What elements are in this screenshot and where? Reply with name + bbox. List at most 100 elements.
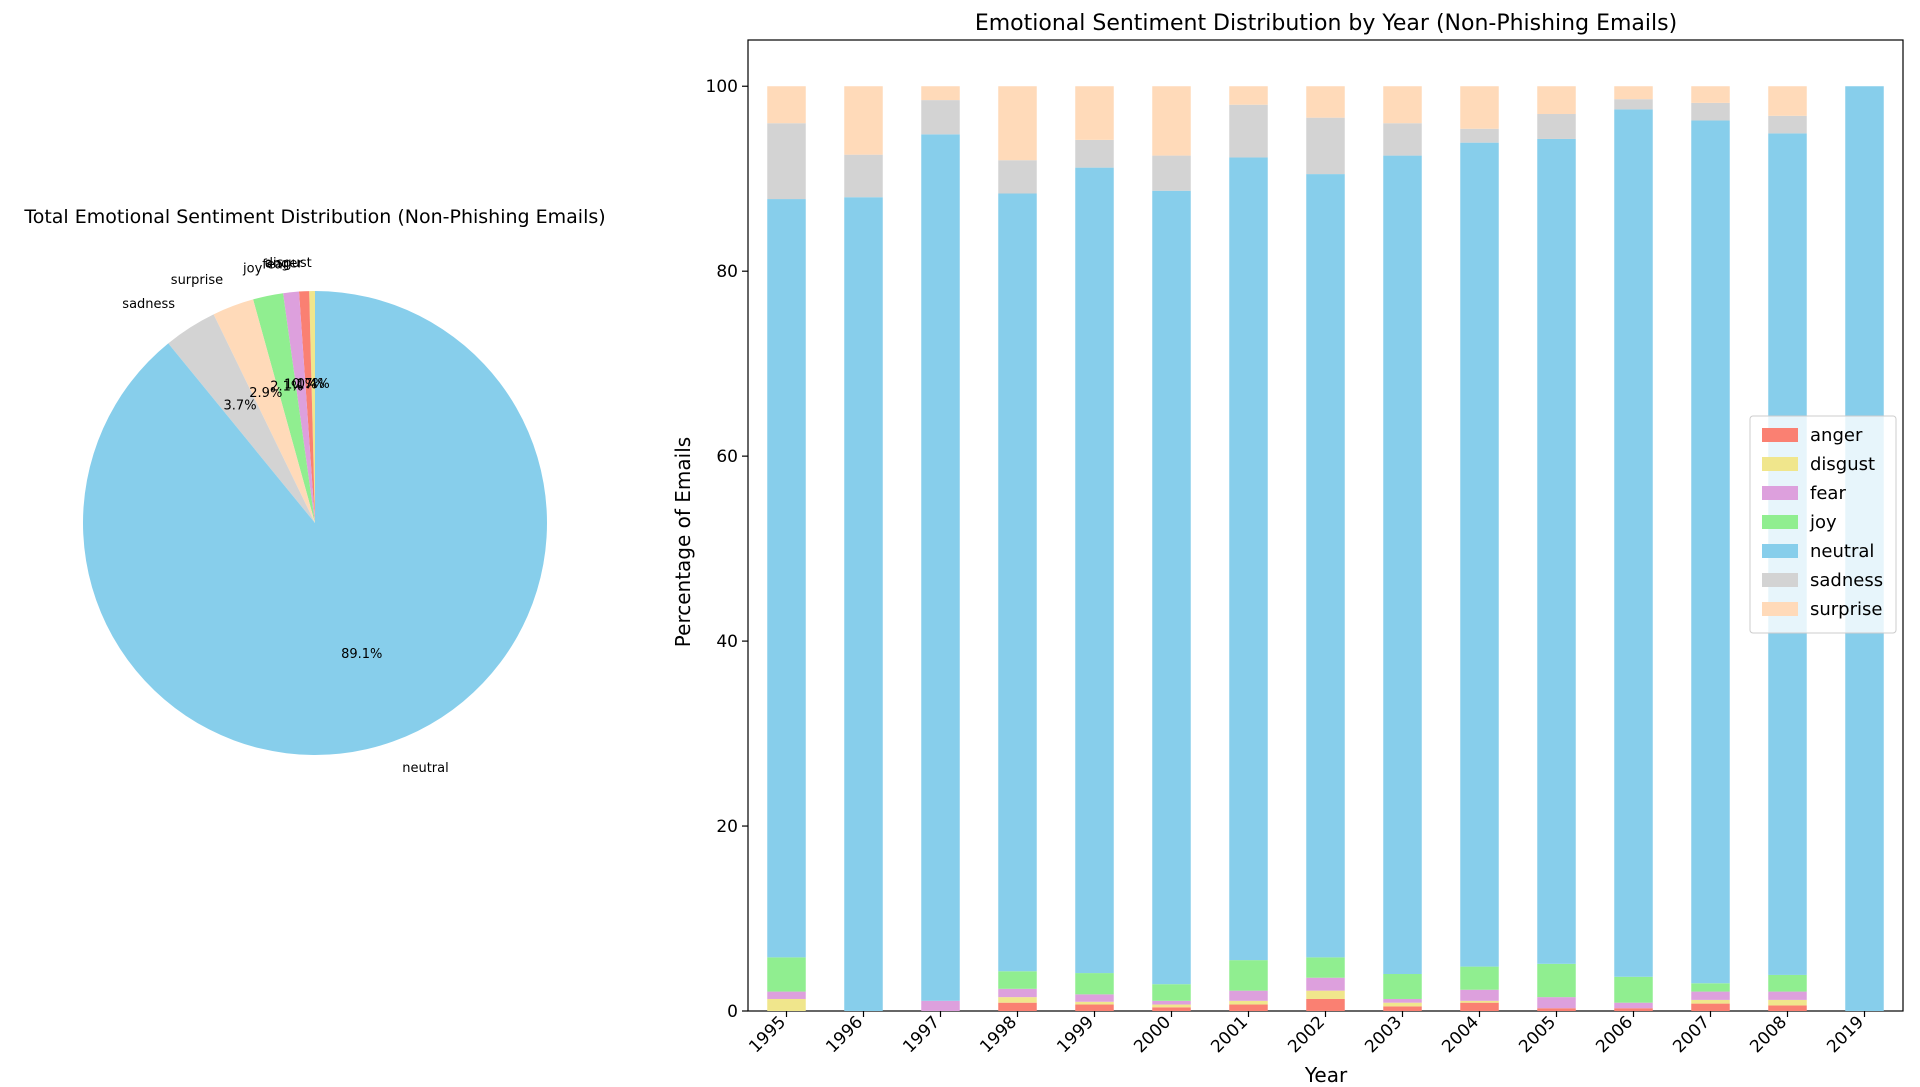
- bar-segment-disgust-2001: [1229, 1000, 1268, 1005]
- bar-segment-anger-2008: [1768, 1005, 1807, 1011]
- bar-segment-neutral-2000: [1152, 190, 1191, 985]
- bar-segment-fear-2004: [1460, 989, 1499, 1001]
- bar-segment-sadness-2001: [1229, 104, 1268, 158]
- bar-segment-sadness-2003: [1383, 123, 1422, 156]
- pie-pct-labels: 0.4%0.7%1.1%2.1%2.9%3.7% 89.1%: [224, 377, 383, 662]
- bar-segment-surprise-2000: [1152, 86, 1191, 156]
- bar-stacks: [767, 86, 1884, 1011]
- legend-label-fear: fear: [1810, 483, 1846, 504]
- bar-segment-fear-2005: [1537, 997, 1576, 1009]
- bar-segment-neutral-1996: [844, 197, 883, 1011]
- pie-title: Total Emotional Sentiment Distribution (…: [23, 206, 605, 228]
- bar-segment-sadness-2006: [1614, 99, 1653, 110]
- bar-segment-joy-1999: [1075, 973, 1114, 995]
- bar-segment-joy-2005: [1537, 963, 1576, 998]
- pie-label-fear: fear: [262, 258, 289, 273]
- bar-segment-anger-2003: [1383, 1006, 1422, 1011]
- bar-segment-anger-1998: [998, 1002, 1037, 1011]
- pie-pct-sadness: 3.7%: [224, 399, 257, 414]
- pie-label-anger: anger: [265, 256, 303, 271]
- bar-segment-joy-2002: [1306, 957, 1345, 978]
- bar-segment-neutral-1998: [998, 193, 1037, 972]
- pie-slice-sadness: [168, 314, 315, 523]
- bar-segment-fear-1999: [1075, 994, 1114, 1002]
- x-axis-label: Year: [1304, 1063, 1348, 1087]
- bar-chart: Emotional Sentiment Distribution by Year…: [671, 11, 1904, 1087]
- bar-segment-disgust-1998: [998, 997, 1037, 1003]
- x-tick-label: 2019: [1823, 1012, 1868, 1057]
- bar-segment-sadness-1997: [921, 100, 960, 135]
- legend-swatch-sadness: [1762, 573, 1798, 587]
- pie-slice-disgust: [309, 291, 315, 523]
- x-tick-label: 1995: [745, 1012, 790, 1057]
- bar-segment-surprise-1995: [767, 86, 806, 124]
- y-tick-label: 0: [727, 1002, 738, 1022]
- bar-segment-surprise-2007: [1691, 86, 1730, 103]
- bar-segment-fear-2003: [1383, 998, 1422, 1003]
- bar-segment-anger-2005: [1537, 1008, 1576, 1011]
- bar-segment-surprise-1997: [921, 86, 960, 101]
- pie-label-joy: joy: [242, 262, 263, 277]
- pie-slice-joy: [253, 293, 315, 523]
- bar-segment-joy-1995: [767, 957, 806, 992]
- bar-segment-anger-2001: [1229, 1004, 1268, 1011]
- x-tick-label: 2004: [1438, 1012, 1483, 1057]
- bar-segment-neutral-2006: [1614, 109, 1653, 977]
- bar-segment-disgust-2002: [1306, 990, 1345, 999]
- x-tick-label: 2002: [1284, 1012, 1329, 1057]
- y-tick-label: 60: [716, 447, 738, 467]
- bar-segment-sadness-1995: [767, 123, 806, 200]
- y-tick-label: 40: [716, 632, 738, 652]
- bar-segment-joy-2001: [1229, 960, 1268, 991]
- bar-segment-sadness-1996: [844, 154, 883, 198]
- pie-label-sadness: sadness: [122, 297, 175, 312]
- bar-segment-neutral-1997: [921, 134, 960, 1001]
- pie-label-neutral: neutral: [402, 761, 449, 776]
- bar-segment-neutral-1995: [767, 199, 806, 958]
- legend-label-joy: joy: [1809, 512, 1837, 533]
- bar-segment-neutral-2003: [1383, 155, 1422, 975]
- bar-segment-surprise-1998: [998, 86, 1037, 161]
- pie-chart: Total Emotional Sentiment Distribution (…: [23, 206, 605, 776]
- x-tick-label: 1998: [976, 1012, 1021, 1057]
- legend-swatch-fear: [1762, 486, 1798, 500]
- bar-segment-surprise-2006: [1614, 86, 1653, 100]
- legend-swatch-anger: [1762, 428, 1798, 442]
- bar-segment-disgust-1995: [767, 998, 806, 1011]
- bar-segment-sadness-2008: [1768, 115, 1807, 134]
- bar-segment-fear-2006: [1614, 1002, 1653, 1009]
- legend-swatch-surprise: [1762, 602, 1798, 616]
- bar-segment-neutral-2005: [1537, 138, 1576, 964]
- legend-swatch-neutral: [1762, 544, 1798, 558]
- x-tick-label: 2001: [1207, 1012, 1252, 1057]
- bar-segment-anger-2000: [1152, 1007, 1191, 1011]
- bar-segment-surprise-2003: [1383, 86, 1422, 124]
- pie-label-disgust: disgust: [265, 256, 312, 271]
- bar-segment-disgust-2000: [1152, 1004, 1191, 1008]
- bar-segment-fear-2001: [1229, 990, 1268, 1001]
- bar-segment-neutral-2007: [1691, 120, 1730, 984]
- y-axis-ticks: 0 20 40 60 80 100: [706, 77, 748, 1022]
- x-tick-label: 1996: [822, 1012, 867, 1057]
- y-tick-label: 100: [706, 77, 738, 97]
- bar-segment-surprise-2004: [1460, 86, 1499, 129]
- x-tick-label: 2007: [1669, 1012, 1714, 1057]
- bar-segment-joy-2004: [1460, 966, 1499, 990]
- pie-pct-joy: 2.1%: [270, 380, 303, 395]
- bar-title: Emotional Sentiment Distribution by Year…: [975, 11, 1677, 36]
- bar-segment-joy-2008: [1768, 974, 1807, 992]
- bar-segment-anger-2004: [1460, 1002, 1499, 1011]
- bar-segment-neutral-1999: [1075, 167, 1114, 974]
- legend-label-sadness: sadness: [1810, 570, 1883, 591]
- pie-pct-disgust: 0.4%: [297, 377, 330, 392]
- x-tick-label: 2005: [1515, 1012, 1560, 1057]
- x-tick-label: 2000: [1130, 1012, 1175, 1057]
- pie-pct-surprise: 2.9%: [249, 386, 282, 401]
- bar-segment-sadness-2000: [1152, 155, 1191, 191]
- bar-segment-anger-2007: [1691, 1003, 1730, 1011]
- bar-segment-fear-1997: [921, 1000, 960, 1011]
- pie-pct-anger: 0.7%: [292, 377, 325, 392]
- legend-label-surprise: surprise: [1810, 599, 1882, 620]
- bar-segment-joy-1998: [998, 971, 1037, 989]
